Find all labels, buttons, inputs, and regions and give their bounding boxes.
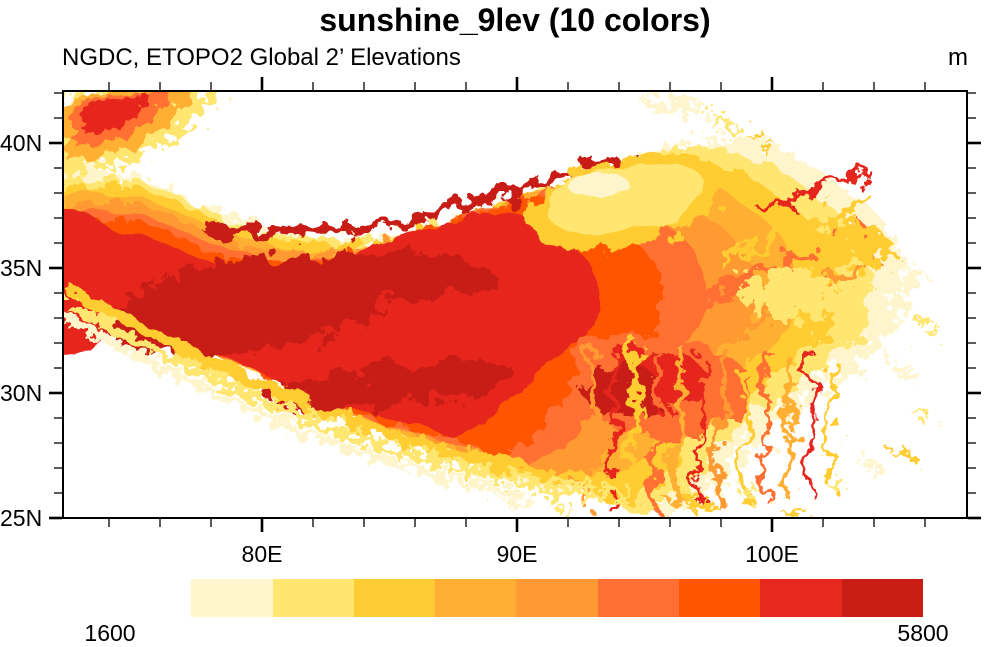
colorbar-swatch bbox=[760, 579, 842, 617]
plot-title: sunshine_9lev (10 colors) bbox=[319, 2, 711, 38]
colorbar-min-label: 1600 bbox=[84, 620, 136, 646]
x-tick-label-80e: 80E bbox=[241, 541, 283, 567]
colorbar-swatches bbox=[110, 579, 923, 617]
colorbar-swatch bbox=[597, 579, 680, 617]
y-tick-label-35n: 35N bbox=[0, 255, 43, 281]
y-tick-label-30n: 30N bbox=[0, 380, 43, 406]
colorbar-swatch bbox=[516, 579, 598, 617]
colorbar-max-label: 5800 bbox=[897, 620, 949, 646]
colorbar-swatch bbox=[841, 579, 923, 617]
scattered-foothill-specks bbox=[504, 97, 939, 517]
colorbar-swatch bbox=[353, 579, 436, 617]
subtitle-left: NGDC, ETOPO2 Global 2’ Elevations bbox=[62, 44, 461, 71]
colorbar-swatch bbox=[435, 579, 517, 617]
x-tick-label-90e: 90E bbox=[496, 541, 538, 567]
map-plot-area bbox=[62, 90, 968, 519]
colorbar-swatch bbox=[679, 579, 761, 617]
subtitle-row: NGDC, ETOPO2 Global 2’ Elevations m bbox=[62, 44, 968, 72]
colorbar-swatch bbox=[272, 579, 354, 617]
lowland-white-basins bbox=[138, 92, 666, 209]
elevation-map-canvas bbox=[64, 92, 939, 517]
y-tick-label-40n: 40N bbox=[0, 130, 43, 156]
himalaya-south-fringe bbox=[64, 284, 635, 501]
qaidam-basin bbox=[527, 154, 722, 252]
ne-foothills bbox=[740, 223, 891, 321]
units-label: m bbox=[948, 44, 968, 71]
y-tick-label-25n: 25N bbox=[0, 505, 43, 531]
colorbar-swatch bbox=[191, 579, 273, 617]
x-tick-label-100e: 100E bbox=[745, 541, 799, 567]
colorbar-swatch bbox=[110, 579, 192, 617]
